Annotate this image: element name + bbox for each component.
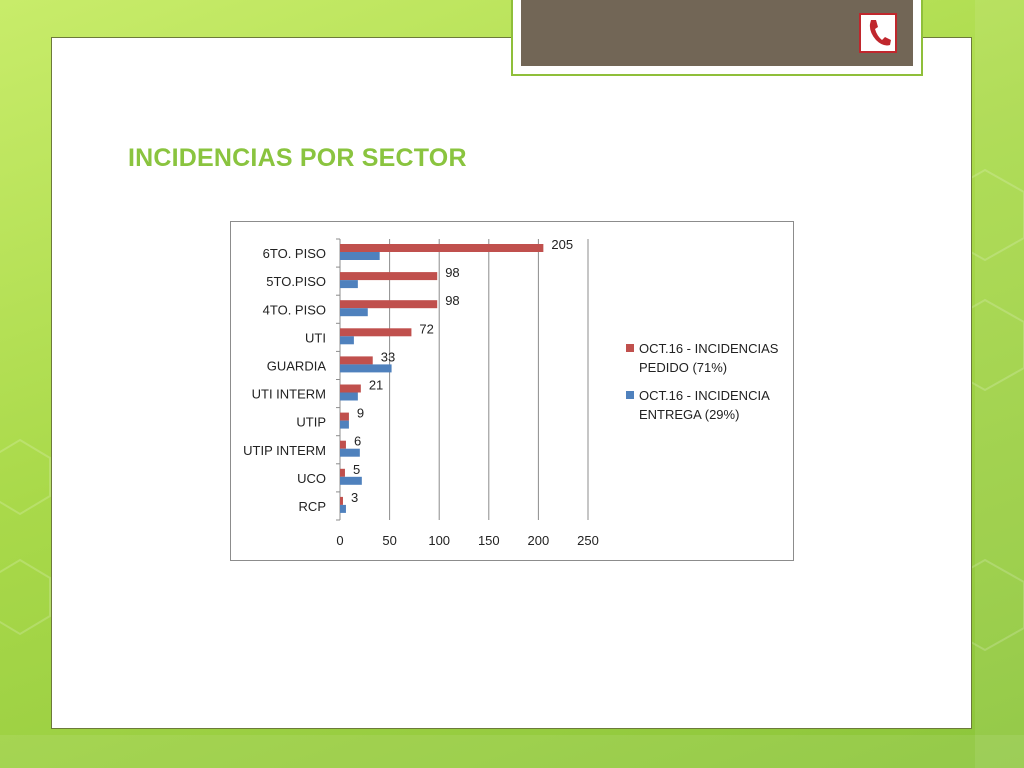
header-band bbox=[521, 0, 913, 66]
x-tick-label: 250 bbox=[577, 533, 599, 548]
legend-swatch-entrega bbox=[626, 391, 634, 399]
bar-entrega bbox=[340, 336, 354, 345]
bar-entrega bbox=[340, 308, 368, 317]
data-label: 6 bbox=[354, 434, 361, 449]
legend-label: OCT.16 - INCIDENCIAS bbox=[639, 341, 779, 356]
slide-title: INCIDENCIAS POR SECTOR bbox=[128, 144, 467, 172]
data-label: 21 bbox=[369, 378, 383, 393]
legend-label: ENTREGA (29%) bbox=[639, 407, 739, 422]
bar-entrega bbox=[340, 476, 362, 485]
x-tick-label: 200 bbox=[528, 533, 550, 548]
category-label: UCO bbox=[297, 471, 326, 486]
data-label: 9 bbox=[357, 406, 364, 421]
header-tab bbox=[511, 0, 923, 76]
bar-pedido bbox=[340, 412, 349, 421]
legend-label: OCT.16 - INCIDENCIA bbox=[639, 388, 770, 403]
data-label: 205 bbox=[551, 237, 573, 252]
category-label: 5TO.PISO bbox=[266, 274, 326, 289]
legend-label: PEDIDO (71%) bbox=[639, 360, 727, 375]
category-label: 6TO. PISO bbox=[263, 246, 326, 261]
bar-entrega bbox=[340, 280, 358, 289]
bar-entrega bbox=[340, 364, 392, 373]
data-label: 33 bbox=[381, 349, 395, 364]
x-tick-label: 100 bbox=[428, 533, 450, 548]
bar-entrega bbox=[340, 392, 358, 401]
data-label: 5 bbox=[353, 462, 360, 477]
bar-pedido bbox=[340, 468, 345, 477]
bar-entrega bbox=[340, 504, 346, 513]
x-tick-label: 50 bbox=[382, 533, 396, 548]
category-label: UTIP bbox=[296, 415, 326, 430]
bar-pedido bbox=[340, 300, 438, 309]
category-label: UTIP INTERM bbox=[243, 443, 326, 458]
legend-swatch-pedido bbox=[626, 344, 634, 352]
bar-pedido bbox=[340, 440, 346, 449]
x-tick-label: 150 bbox=[478, 533, 500, 548]
data-label: 3 bbox=[351, 490, 358, 505]
data-label: 98 bbox=[445, 293, 459, 308]
bar-pedido bbox=[340, 496, 343, 505]
phone-badge bbox=[859, 13, 897, 53]
category-label: RCP bbox=[299, 499, 326, 514]
x-tick-label: 0 bbox=[336, 533, 343, 548]
bar-pedido bbox=[340, 244, 544, 252]
bar-chart: 0 50 100 150 200 250 6TO. PISO 205 5TO.PISO 98 4TO… bbox=[243, 237, 779, 548]
bar-entrega bbox=[340, 448, 360, 457]
phone-icon bbox=[869, 20, 891, 46]
data-label: 98 bbox=[445, 265, 459, 280]
chart-frame: 0 50 100 150 200 250 6TO. PISO 205 5TO.PISO 98 4TO… bbox=[230, 221, 794, 561]
category-label: 4TO. PISO bbox=[263, 302, 326, 317]
bar-pedido bbox=[340, 384, 361, 393]
bar-entrega bbox=[340, 252, 380, 260]
bar-pedido bbox=[340, 272, 438, 281]
bar-pedido bbox=[340, 356, 373, 365]
data-label: 72 bbox=[419, 321, 433, 336]
category-label: UTI INTERM bbox=[252, 387, 326, 402]
bar-pedido bbox=[340, 328, 412, 337]
bar-entrega bbox=[340, 420, 349, 429]
category-label: UTI bbox=[305, 330, 326, 345]
category-label: GUARDIA bbox=[267, 358, 327, 373]
